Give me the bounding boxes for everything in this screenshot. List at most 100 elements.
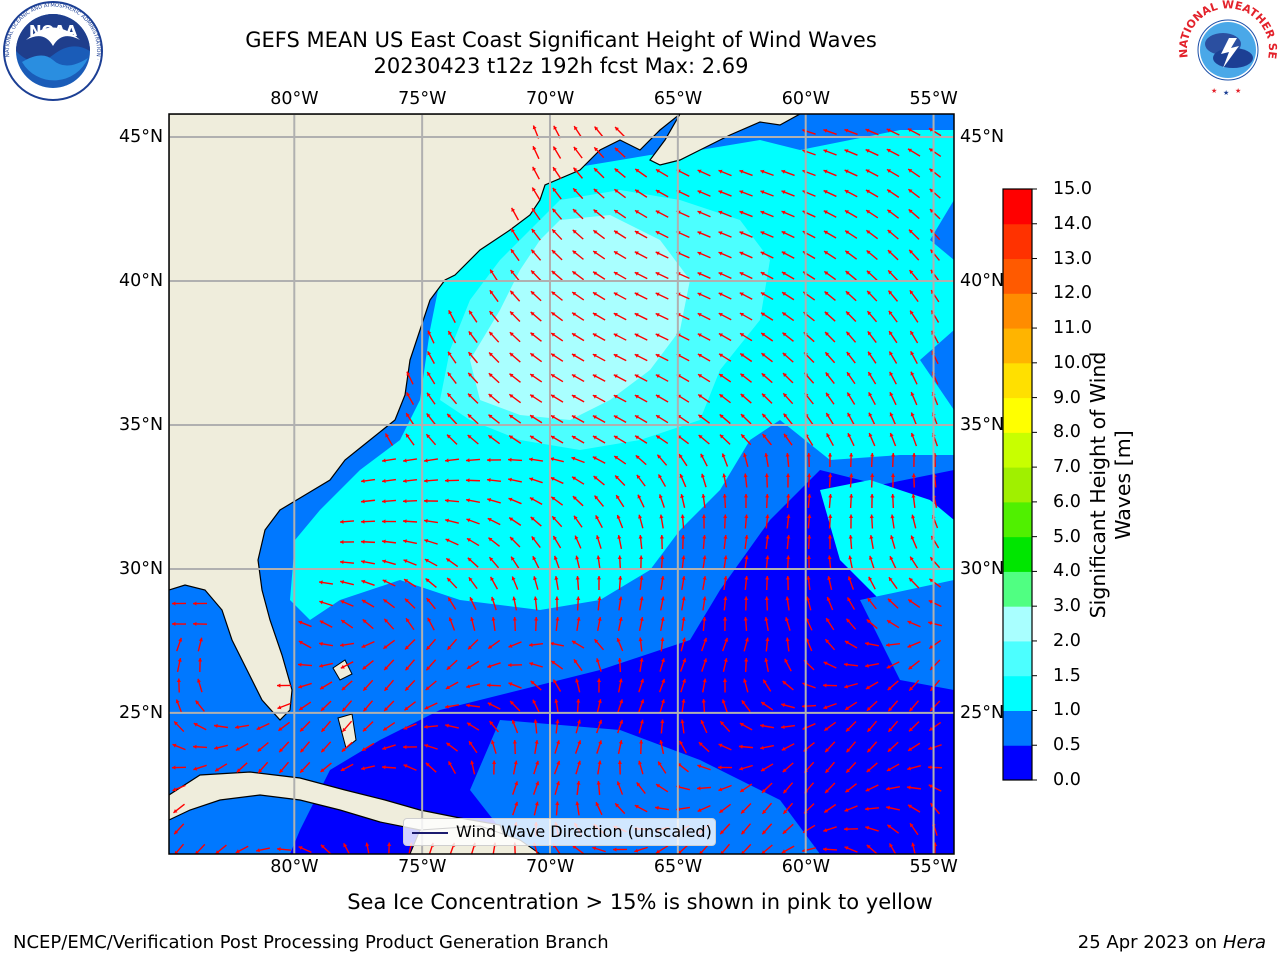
wave-arrowhead <box>844 640 849 645</box>
wave-arrowhead <box>889 556 894 561</box>
wave-arrowhead <box>448 761 453 766</box>
wave-arrowhead <box>426 666 431 671</box>
wave-arrowhead <box>658 474 663 479</box>
wave-arrowhead <box>638 535 643 539</box>
wave-arrowhead <box>382 765 386 770</box>
wave-arrowhead <box>618 678 623 683</box>
wave-arrowhead <box>682 658 687 663</box>
wave-arrowhead <box>718 210 723 215</box>
lat-label-right: 40°N <box>960 271 1005 291</box>
wave-arrowhead <box>847 392 851 397</box>
wave-arrowhead <box>930 803 935 808</box>
land-maritimes <box>649 114 801 166</box>
wave-arrowhead <box>718 231 723 236</box>
wave-arrowhead <box>577 760 582 765</box>
wave-arrowhead <box>551 333 556 337</box>
wave-arrowhead <box>613 847 617 852</box>
wave-arrowhead <box>447 577 452 582</box>
wave-arrowhead <box>866 844 871 849</box>
wave-arrowhead <box>593 271 598 276</box>
wave-arrowhead <box>593 251 598 255</box>
wave-arrowhead <box>361 559 365 564</box>
wave-arrowhead <box>888 707 893 712</box>
wave-arrowhead <box>551 374 556 378</box>
wave-arrowhead <box>681 555 686 560</box>
wave-arrowhead <box>468 393 472 398</box>
wave-arrowhead <box>655 374 660 379</box>
wave-arrowhead <box>634 848 639 853</box>
wave-arrowhead <box>739 169 744 174</box>
wave-arrowhead <box>573 659 578 664</box>
wave-arrowhead <box>176 678 181 682</box>
wave-arrowhead <box>761 373 766 378</box>
wave-arrowhead <box>592 846 597 851</box>
wave-arrowhead <box>467 722 472 727</box>
wave-arrowhead <box>721 453 726 458</box>
wave-arrowhead <box>910 351 915 356</box>
colorbar-segment <box>1003 501 1032 538</box>
wave-arrowhead <box>634 251 639 256</box>
wave-arrowhead <box>531 249 536 254</box>
wave-arrowhead <box>512 617 517 621</box>
wave-arrowhead <box>823 230 828 235</box>
colorbar-segment <box>1003 710 1032 746</box>
colorbar-tick-label: 7.0 <box>1053 457 1081 478</box>
wave-arrowhead <box>744 576 749 580</box>
wave-arrowhead <box>556 760 561 765</box>
wave-arrowhead <box>576 719 581 724</box>
wave-arrowhead <box>298 640 303 645</box>
wave-arrowhead <box>908 189 913 193</box>
wave-arrowhead <box>887 189 892 194</box>
wave-arrowhead <box>740 333 745 337</box>
wave-arrowhead <box>447 413 452 418</box>
wave-arrowhead <box>847 597 852 602</box>
wave-arrowhead <box>890 494 895 498</box>
wave-arrowhead <box>617 658 622 662</box>
wave-arrowhead <box>866 706 871 711</box>
wave-arrowhead <box>198 637 203 642</box>
wave-arrowhead <box>847 412 852 417</box>
wave-arrowhead <box>909 727 913 732</box>
wave-arrowhead <box>865 169 870 174</box>
wave-arrowhead <box>489 557 494 562</box>
wave-arrowhead <box>720 830 725 835</box>
wave-arrowhead <box>572 250 577 255</box>
wave-arrowhead <box>659 740 664 744</box>
colorbar-tick-label: 1.5 <box>1053 665 1081 686</box>
colorbar <box>1002 188 1037 781</box>
wave-arrowhead <box>827 555 832 560</box>
wave-arrowhead <box>468 372 473 377</box>
colorbar-tick-label: 11.0 <box>1053 318 1092 339</box>
wave-arrowhead <box>362 665 367 670</box>
wave-arrowhead <box>723 514 728 519</box>
wave-arrowhead <box>592 292 597 296</box>
wave-arrowhead <box>514 801 519 806</box>
wave-arrowhead <box>741 700 746 705</box>
wave-arrowhead <box>469 597 474 602</box>
wave-arrowhead <box>865 641 869 646</box>
wave-arrowhead <box>702 576 707 580</box>
wave-arrowhead <box>551 660 556 665</box>
wave-arrowhead <box>680 494 685 498</box>
wave-arrowhead <box>823 828 828 833</box>
wave-arrowhead <box>865 685 870 690</box>
wave-arrowhead <box>320 844 325 849</box>
wave-arrowhead <box>487 457 491 463</box>
wave-arrowhead <box>682 678 687 683</box>
wave-arrowhead <box>889 412 894 417</box>
wave-arrowhead <box>782 352 787 357</box>
wave-arrowhead <box>445 538 450 543</box>
lat-label-left: 30°N <box>119 558 164 579</box>
wave-arrowhead <box>681 617 686 621</box>
wave-arrowhead <box>214 723 218 729</box>
wave-arrowhead <box>573 146 578 151</box>
wave-arrowhead <box>618 740 623 744</box>
wave-patch-southeast <box>860 580 954 690</box>
lon-label-bottom: 75°W <box>398 857 447 877</box>
wave-arrowhead <box>867 748 872 753</box>
wave-arrowhead <box>193 601 197 606</box>
wave-arrowhead <box>824 726 829 731</box>
wave-arrowhead <box>928 600 933 604</box>
wave-arrowhead <box>844 169 849 174</box>
wave-arrowhead <box>403 559 408 564</box>
